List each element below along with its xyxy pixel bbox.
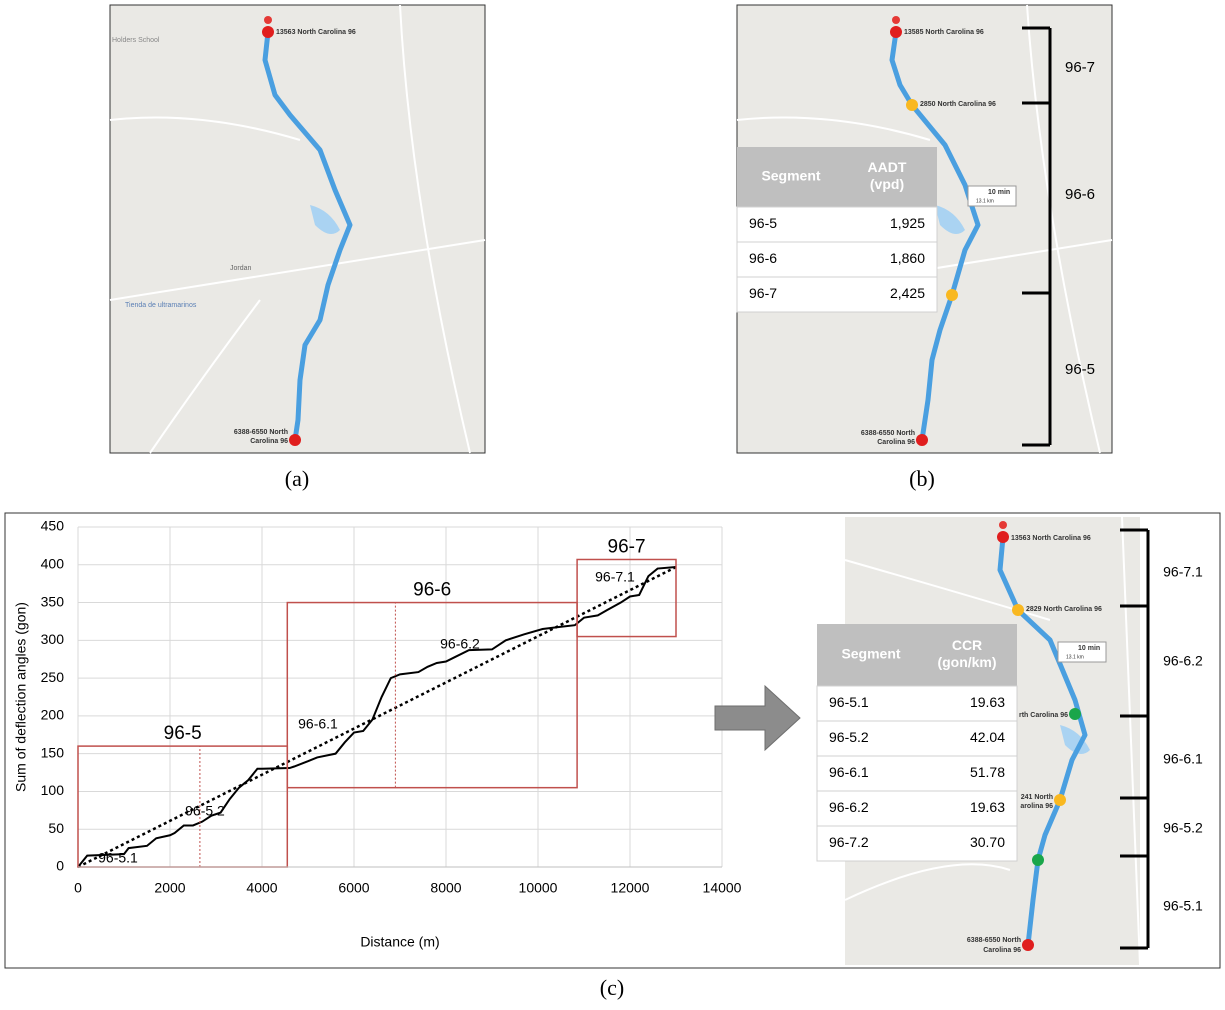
table-cell: 51.78 [970, 764, 1005, 780]
table-cell: 1,925 [890, 215, 925, 231]
bracket-label: 96-6.1 [1163, 751, 1203, 767]
table-cell: 96-5.2 [829, 729, 869, 745]
map-label: 10 min [988, 189, 1010, 196]
table-cell: 19.63 [970, 799, 1005, 815]
map-label: 6388-6550 North [967, 937, 1021, 944]
map-label: 13.1 km [976, 198, 994, 204]
map-label: Holders School [112, 37, 160, 44]
bracket-label: 96-5 [1065, 361, 1095, 378]
table-cell: 96-6.1 [829, 764, 869, 780]
table-cell: 96-7 [749, 285, 777, 301]
table-cell: 96-5 [749, 215, 777, 231]
map-label: 10 min [1078, 645, 1100, 652]
bracket-label: 96-7.1 [1163, 564, 1203, 580]
y-tick-label: 300 [41, 631, 65, 647]
map-label: Carolina 96 [877, 439, 915, 446]
x-tick-label: 2000 [154, 880, 185, 896]
y-tick-label: 250 [41, 669, 65, 685]
chart: 0 50 100 150 200 250 300 350 400 450 0 2000 4000 6000… [13, 518, 742, 950]
table-cell: 2,425 [890, 285, 925, 301]
map-label: 241 North [1021, 794, 1053, 801]
y-tick-label: 400 [41, 555, 65, 571]
x-tick-label: 6000 [338, 880, 369, 896]
bracket-label: 96-5.2 [1163, 820, 1203, 836]
table-b: Segment AADT(vpd) 96-5 1,925 96-6 1,860 96-7 2,… [737, 147, 937, 312]
map-label: Carolina 96 [250, 438, 288, 445]
region-label: 96-6 [413, 580, 451, 601]
region-label: 96-5 [164, 723, 202, 744]
annotation: 96-6.2 [440, 636, 480, 652]
caption: (a) [285, 466, 309, 491]
y-axis-title: Sum of deflection angles (gon) [13, 602, 29, 792]
x-tick-label: 0 [74, 880, 82, 896]
figure: 13563 North Carolina 96 6388-6550 North … [0, 0, 1225, 1005]
region-label: 96-7 [608, 537, 646, 558]
y-tick-label: 200 [41, 707, 65, 723]
y-tick-label: 350 [41, 593, 65, 609]
table-cell: 1,860 [890, 250, 925, 266]
bracket-label: 96-5.1 [1163, 898, 1203, 914]
map-label: Tienda de ultramarinos [125, 302, 197, 309]
table-cell: 30.70 [970, 834, 1005, 850]
bracket-label: 96-6.2 [1163, 653, 1203, 669]
map-label: 2850 North Carolina 96 [920, 101, 996, 108]
annotation: 96-5.1 [98, 850, 138, 866]
x-tick-label: 4000 [246, 880, 277, 896]
map-label: arolina 96 [1020, 803, 1053, 810]
table-c: Segment CCR(gon/km) 96-5.1 19.63 96-5.2 42.04… [817, 624, 1017, 861]
map-label: 13563 North Carolina 96 [276, 29, 356, 36]
caption: (b) [909, 466, 935, 491]
y-tick-label: 0 [56, 858, 64, 874]
map-label: 2829 North Carolina 96 [1026, 606, 1102, 613]
arrow [715, 686, 800, 750]
table-header: CCR [952, 637, 982, 653]
table-cell: 96-6.2 [829, 799, 869, 815]
x-tick-label: 10000 [519, 880, 558, 896]
table-cell: 96-7.2 [829, 834, 869, 850]
map-label: 6388-6550 North [861, 430, 915, 437]
table-cell: 42.04 [970, 729, 1005, 745]
trend-line [78, 567, 676, 867]
table-header: (vpd) [870, 176, 904, 192]
map-label: 13.1 km [1066, 654, 1084, 660]
table-cell: 96-6 [749, 250, 777, 266]
map-label: 13585 North Carolina 96 [904, 29, 984, 36]
map-label: rth Carolina 96 [1019, 712, 1068, 719]
region-box [287, 603, 577, 788]
table-header: (gon/km) [937, 654, 996, 670]
x-tick-label: 12000 [611, 880, 650, 896]
y-tick-label: 450 [41, 518, 65, 534]
bracket-label: 96-6 [1065, 186, 1095, 203]
map-label: Jordan [230, 265, 252, 272]
table-header: Segment [841, 646, 900, 662]
map-label: 6388-6550 North [234, 429, 288, 436]
x-tick-label: 14000 [703, 880, 742, 896]
map-label: Carolina 96 [983, 947, 1021, 954]
table-header: Segment [761, 168, 820, 184]
table-cell: 96-5.1 [829, 694, 869, 710]
x-tick-label: 8000 [430, 880, 461, 896]
map-a: 13563 North Carolina 96 6388-6550 North … [110, 5, 485, 453]
table-header: AADT [868, 159, 907, 175]
x-axis-title: Distance (m) [360, 934, 439, 950]
y-tick-label: 100 [41, 782, 65, 798]
y-tick-label: 150 [41, 744, 65, 760]
bracket-label: 96-7 [1065, 59, 1095, 76]
caption: (c) [600, 975, 624, 1000]
series-line [78, 567, 676, 867]
map-label: 13563 North Carolina 96 [1011, 535, 1091, 542]
table-cell: 19.63 [970, 694, 1005, 710]
y-tick-label: 50 [48, 820, 64, 836]
annotation: 96-5.2 [185, 803, 225, 819]
annotation: 96-6.1 [298, 716, 338, 732]
annotation: 96-7.1 [595, 569, 635, 585]
